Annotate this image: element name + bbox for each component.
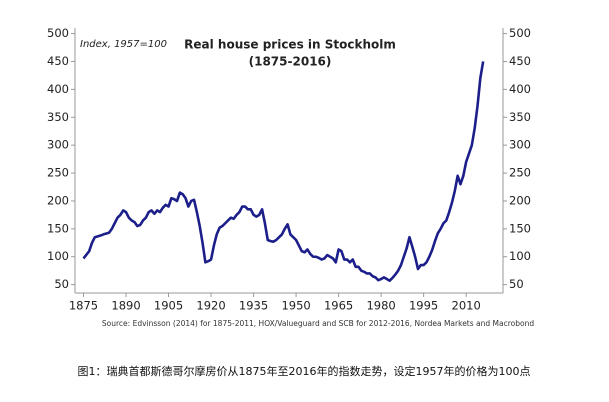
y-tick-label: 500: [47, 26, 69, 40]
y2-tick-label: 450: [509, 54, 531, 68]
y2-tick-label: 300: [509, 138, 531, 152]
y-tick-label: 200: [47, 193, 69, 207]
y2-tick-label: 150: [509, 221, 531, 235]
y-tick-label: 50: [54, 277, 69, 291]
x-tick-label: 1995: [409, 299, 438, 313]
x-tick-label: 1980: [366, 299, 395, 313]
x-tick-label: 1875: [69, 299, 98, 313]
y-tick-label: 350: [47, 110, 69, 124]
y2-tick-label: 200: [509, 193, 531, 207]
series-line: [82, 61, 485, 283]
x-tick-label: 1905: [154, 299, 183, 313]
y-tick-label: 100: [47, 249, 69, 263]
y2-tick-label: 100: [509, 249, 531, 263]
x-tick-label: 1890: [111, 299, 140, 313]
y-tick-label: 250: [47, 166, 69, 180]
x-tick-label: 1920: [196, 299, 225, 313]
x-tick-label: 1965: [324, 299, 353, 313]
y-tick-label: 400: [47, 82, 69, 96]
y2-tick-label: 50: [509, 277, 524, 291]
chart-subtitle: (1875-2016): [249, 55, 332, 69]
y2-tick-label: 350: [509, 110, 531, 124]
chart-title: Real house prices in Stockholm: [184, 38, 396, 52]
y2-tick-label: 250: [509, 166, 531, 180]
y2-tick-label: 500: [509, 26, 531, 40]
y2-tick-label: 400: [509, 82, 531, 96]
y-tick-label: 450: [47, 54, 69, 68]
x-tick-label: 1935: [239, 299, 268, 313]
source: Source: Edvinsson (2014) for 1875-2011, …: [102, 319, 534, 328]
x-tick-label: 1950: [281, 299, 310, 313]
y-tick-label: 300: [47, 138, 69, 152]
caption: 图1：瑞典首都斯德哥尔摩房价从1875年至2016年的指数走势，设定1957年的…: [78, 364, 531, 378]
y-tick-label: 150: [47, 221, 69, 235]
annotation: Index, 1957=100: [80, 39, 167, 50]
x-tick-label: 2010: [452, 299, 481, 313]
